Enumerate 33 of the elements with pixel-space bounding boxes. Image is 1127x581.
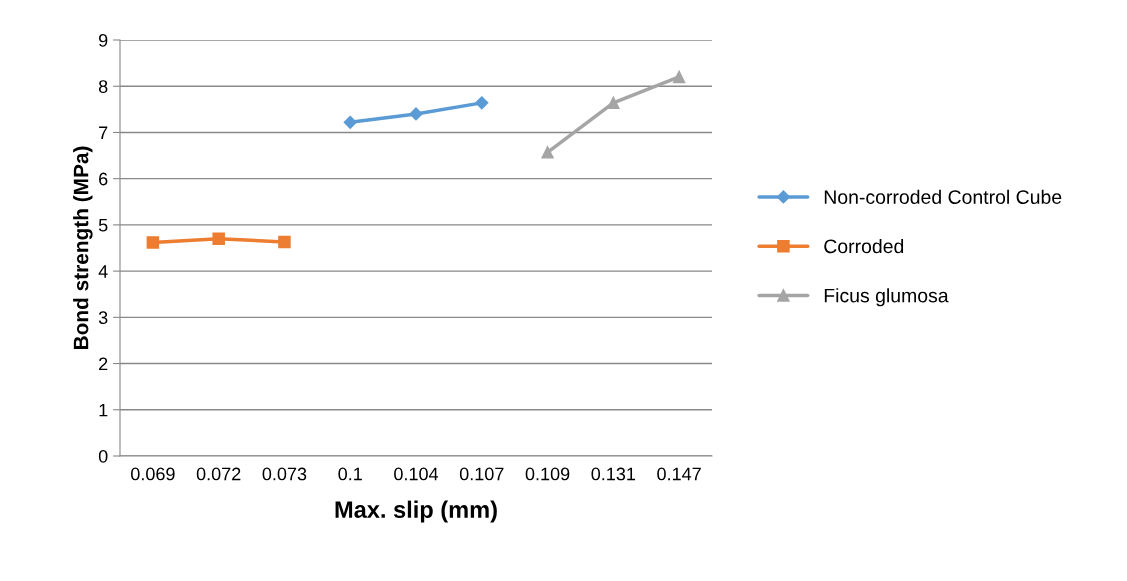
- y-tick-label: 8: [98, 80, 108, 93]
- point: [409, 107, 423, 121]
- point: [278, 235, 291, 249]
- point: [672, 70, 686, 84]
- point: [146, 236, 160, 249]
- legend-label: Non-corroded Control Cube: [824, 189, 1062, 204]
- y-tick-label: 6: [99, 172, 108, 186]
- y-tick-label: 7: [99, 126, 108, 139]
- x-tick-label: 0.107: [459, 467, 504, 481]
- y-tick-label: 9: [99, 33, 108, 47]
- point: [212, 232, 225, 246]
- point: [343, 115, 357, 129]
- x-tick-label: 0.147: [657, 467, 701, 481]
- x-tick-label: 0.1: [338, 467, 362, 481]
- x-tick-label: 0.104: [394, 467, 439, 481]
- x-tick-label: 0.072: [196, 467, 241, 481]
- y-axis-title: Bond strength (MPa): [73, 146, 93, 350]
- x-tick-label: 0.069: [131, 467, 175, 481]
- x-tick-label: 0.073: [262, 467, 307, 481]
- legend-label: Corroded: [824, 238, 904, 254]
- point: [475, 96, 489, 110]
- y-tick-label: 1: [99, 403, 108, 417]
- legend-label: Ficus glumosa: [824, 288, 949, 307]
- x-tick-label: 0.131: [591, 467, 636, 481]
- y-tick-label: 0: [98, 449, 108, 463]
- x-axis-title: Max. slip (mm): [335, 500, 497, 523]
- y-tick-label: 2: [99, 357, 108, 371]
- y-tick-label: 4: [98, 265, 108, 278]
- y-tick-label: 3: [98, 311, 108, 325]
- point: [607, 96, 620, 110]
- y-tick-label: 5: [98, 219, 108, 232]
- point: [541, 146, 554, 159]
- x-tick-label: 0.109: [525, 467, 570, 481]
